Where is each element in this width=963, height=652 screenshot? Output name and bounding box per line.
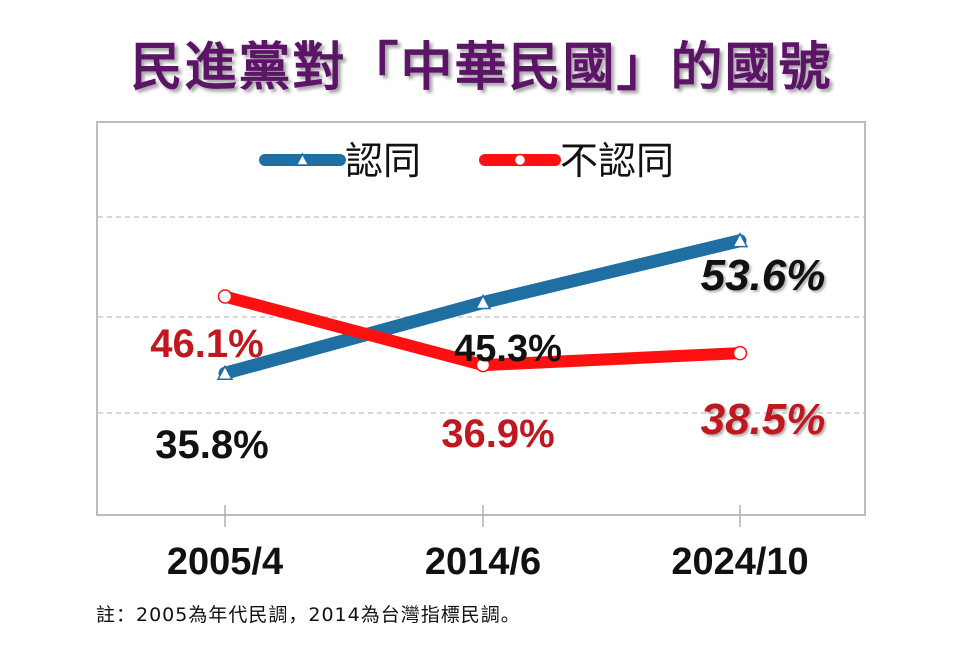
- legend-label: 認同: [345, 139, 421, 183]
- data-label-agree: 53.6%: [701, 251, 826, 300]
- point-marker-disagree: [732, 345, 748, 361]
- legend-marker-circle: [513, 153, 527, 167]
- chart-title: 民進黨對「中華民國」的國號: [130, 38, 833, 98]
- series-markers: [216, 232, 749, 381]
- data-label-disagree: 36.9%: [441, 412, 554, 456]
- point-marker-disagree: [217, 289, 233, 304]
- footnote: 註：2005為年代民調，2014為台灣指標民調。: [96, 604, 521, 626]
- point-marker-agree: [216, 364, 234, 381]
- legend: 認同 不認同: [259, 139, 674, 183]
- data-label-disagree: 46.1%: [150, 322, 263, 366]
- gridlines: [98, 216, 864, 414]
- data-label-agree: 35.8%: [155, 423, 268, 467]
- legend-label: 不認同: [560, 139, 674, 183]
- point-marker-agree: [474, 293, 492, 310]
- legend-marker-triangle: [295, 152, 310, 166]
- data-label-agree: 45.3%: [454, 328, 562, 370]
- x-axis: 2005/4 2014/6 2024/10: [167, 505, 809, 583]
- x-tick-label: 2024/10: [671, 541, 808, 583]
- data-labels: 35.8% 45.3% 53.6% 46.1% 36.9% 38.5%: [150, 251, 825, 467]
- plot-frame: [96, 121, 866, 516]
- data-label-disagree: 38.5%: [701, 395, 826, 444]
- x-tick-label: 2005/4: [167, 541, 283, 583]
- point-marker-disagree: [475, 357, 491, 373]
- x-tick-label: 2014/6: [425, 541, 541, 583]
- point-marker-agree: [731, 232, 749, 248]
